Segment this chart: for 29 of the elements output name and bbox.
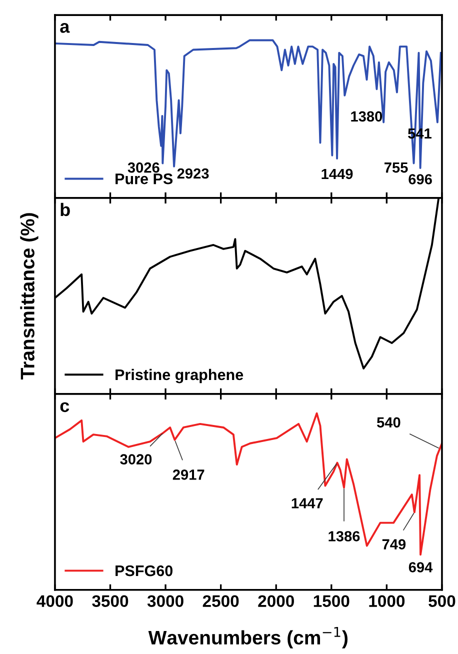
legend-label: Pristine graphene: [116, 368, 244, 384]
chart-title: b: [60, 202, 70, 216]
x-tick-label: 4000: [36, 595, 73, 608]
annotation: 1449: [322, 168, 353, 180]
annotation: 755: [384, 162, 408, 173]
x-tick-label: 2500: [202, 595, 239, 608]
annotation: 2923: [177, 168, 209, 179]
chart-title: a: [60, 22, 70, 33]
legend-label: Pure PS: [116, 173, 173, 184]
annotation: 749: [382, 539, 406, 550]
annotation: 2917: [172, 470, 204, 480]
x-tick-label: 3500: [92, 595, 128, 608]
x-tick-label: 3000: [147, 595, 184, 608]
x-tick-label: 1500: [314, 595, 350, 608]
legend-label: PSFG60: [116, 565, 173, 576]
annotation: 1447: [292, 498, 323, 508]
y-axis-title: Transmittance (%): [20, 213, 38, 380]
x-tick-label: 1000: [369, 595, 405, 608]
chart-title: c: [60, 402, 70, 412]
x-axis-title: Wavenumbers (cm$^{−1}$): [148, 626, 348, 648]
annotation: 694: [408, 562, 433, 572]
annotation: 696: [408, 174, 432, 184]
annotation: 3020: [120, 454, 152, 464]
x-tick-label: 500: [428, 595, 456, 608]
annotation: 1386: [328, 531, 360, 542]
x-tick-label: 2000: [258, 595, 294, 608]
annotation: 3026: [128, 162, 160, 173]
annotation: 540: [376, 417, 400, 428]
annotation: 1380: [351, 111, 382, 122]
